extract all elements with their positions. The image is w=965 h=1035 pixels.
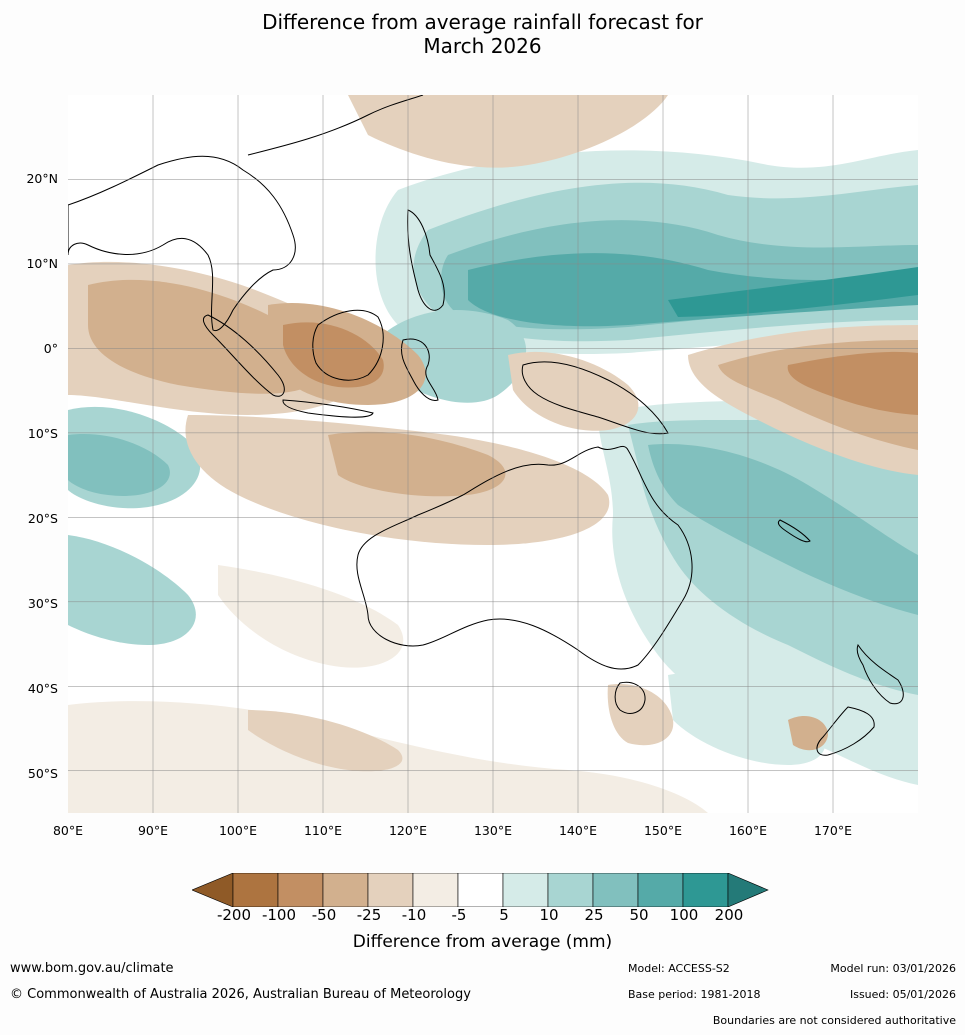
legend-tick-plus-200: 200 — [714, 906, 744, 924]
legend-cell — [322, 873, 369, 907]
legend-tick-plus-50: 50 — [629, 906, 649, 924]
lon-label-120e: 120°E — [388, 823, 427, 838]
dry-region-timor-sea — [328, 431, 506, 497]
lat-label-40s: 40°S — [27, 681, 58, 696]
dry-region-java-sea-core — [283, 322, 384, 388]
wet-anomaly-regions — [68, 150, 918, 785]
lat-label-10s: 10°S — [27, 426, 58, 441]
new-guinea-outline — [521, 361, 669, 435]
lon-label-160e: 160°E — [728, 823, 767, 838]
lon-label-130e: 130°E — [473, 823, 512, 838]
sulawesi-outline — [400, 338, 439, 401]
legend-cell — [682, 873, 729, 907]
dry-region-western-australia — [218, 565, 404, 668]
copyright-text: © Commonwealth of Australia 2026, Austra… — [10, 987, 471, 1002]
legend-extend-low — [192, 873, 234, 907]
model-run-date: Model run: 03/01/2026 — [830, 962, 956, 975]
lat-label-10n: 10°N — [26, 256, 58, 271]
dry-region-central-pacific-core — [787, 351, 918, 415]
legend-cell — [502, 873, 549, 907]
new-caledonia-outline — [777, 519, 811, 543]
base-period: Base period: 1981-2018 — [628, 988, 761, 1001]
legend-cell — [547, 873, 594, 907]
map-canvas — [68, 95, 918, 813]
legend-tick-plus-100: 100 — [669, 906, 699, 924]
sumatra-outline — [202, 314, 285, 397]
wet-region-indian-ocean-core — [68, 434, 170, 496]
map-title-line-1: Difference from average rainfall forecas… — [262, 10, 703, 34]
legend-tick-minus-200: -200 — [216, 906, 252, 924]
lat-label-50s: 50°S — [27, 766, 58, 781]
legend-cell — [412, 873, 459, 907]
legend-cell — [232, 873, 279, 907]
legend-extend-high — [727, 873, 769, 907]
legend-cell — [367, 873, 414, 907]
legend-tick-minus-10: -10 — [401, 906, 427, 924]
lon-label-90e: 90°E — [137, 823, 169, 838]
legend-cell — [637, 873, 684, 907]
legend-tick-minus-100: -100 — [261, 906, 297, 924]
dry-region-tasmania — [607, 684, 674, 746]
legend-tick-plus-25: 25 — [584, 906, 604, 924]
legend-title: Difference from average (mm) — [352, 932, 613, 952]
southeast-asia-outline — [68, 155, 296, 332]
dry-region-sumatra — [88, 279, 321, 394]
legend-tick-minus-5: -5 — [451, 906, 467, 924]
wet-region-southern-indian — [68, 535, 196, 645]
lon-label-80e: 80°E — [52, 823, 84, 838]
lon-label-140e: 140°E — [558, 823, 597, 838]
legend-cell — [457, 873, 504, 907]
map-title-line-2: March 2026 — [423, 34, 542, 58]
dry-region-southern-ocean-mid — [248, 710, 403, 772]
new-zealand-north-outline — [856, 643, 904, 705]
lat-label-equator: 0° — [43, 341, 58, 356]
lat-label-30s: 30°S — [27, 596, 58, 611]
legend-cell — [277, 873, 324, 907]
website-link[interactable]: www.bom.gov.au/climate — [10, 961, 174, 976]
wet-region-max-core — [668, 267, 918, 317]
boundaries-disclaimer: Boundaries are not considered authoritat… — [712, 1014, 956, 1027]
lon-label-100e: 100°E — [218, 823, 257, 838]
lat-label-20n: 20°N — [26, 171, 58, 186]
dry-region-png — [508, 351, 639, 431]
dry-anomaly-regions — [68, 95, 918, 813]
rainfall-anomaly-map — [68, 95, 918, 813]
java-outline — [282, 399, 374, 418]
wet-region-coral-sea-core — [648, 444, 918, 615]
tasmania-outline — [614, 681, 646, 714]
philippines-outline — [407, 209, 445, 311]
legend-cell — [592, 873, 639, 907]
wet-region-tasman — [668, 672, 826, 765]
lat-label-20s: 20°S — [27, 511, 58, 526]
lon-label-150e: 150°E — [643, 823, 682, 838]
legend-tick-minus-50: -50 — [311, 906, 337, 924]
australia-outline — [356, 445, 693, 670]
dry-region-new-zealand — [788, 715, 828, 751]
legend-tick-minus-25: -25 — [356, 906, 382, 924]
china-coast-outline — [247, 95, 424, 156]
lon-label-170e: 170°E — [813, 823, 852, 838]
dry-region-south-china — [348, 95, 668, 168]
legend-tick-plus-10: 10 — [539, 906, 559, 924]
issued-date: Issued: 05/01/2026 — [849, 988, 956, 1001]
borneo-outline — [312, 309, 384, 381]
legend-tick-plus-5: 5 — [499, 906, 509, 924]
graticule — [68, 95, 918, 813]
coastlines — [68, 95, 904, 756]
model-name: Model: ACCESS-S2 — [628, 962, 730, 975]
new-zealand-south-outline — [816, 706, 875, 756]
legend-colorbar — [192, 873, 769, 907]
lon-label-110e: 110°E — [303, 823, 342, 838]
